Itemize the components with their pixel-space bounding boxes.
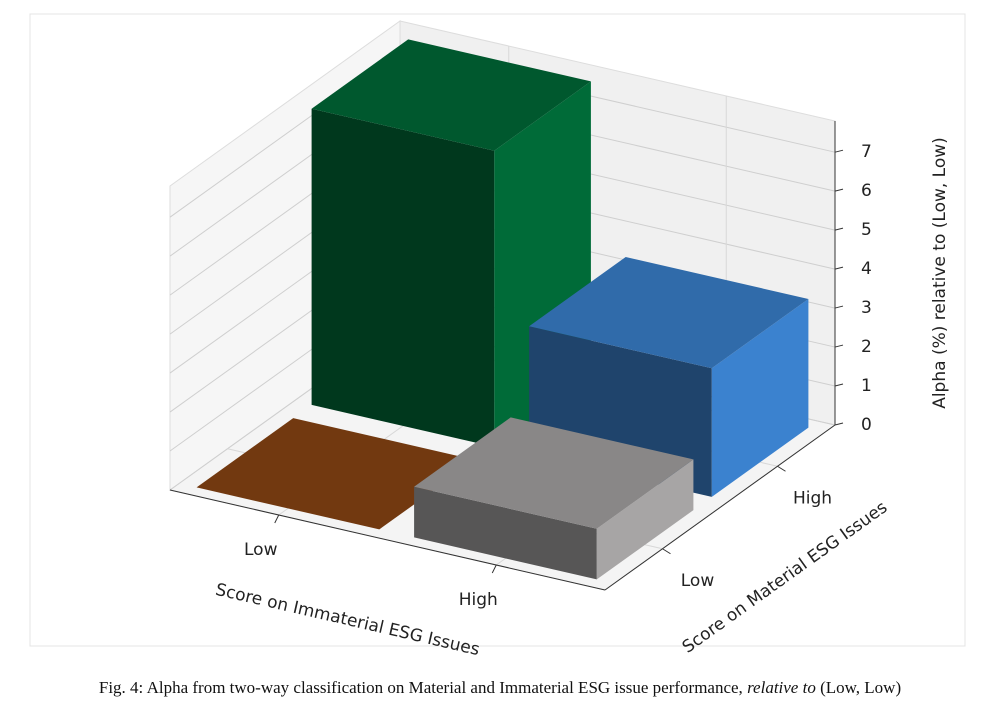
z-tick [834, 188, 844, 192]
bar-front [311, 108, 495, 447]
x-axis [169, 489, 606, 591]
z-tick-label: 1 [861, 376, 872, 396]
caption: Fig. 4: Alpha from two-way classificatio… [99, 678, 901, 697]
bar-side [596, 459, 694, 580]
frame [29, 13, 966, 647]
z-tick-label: 2 [861, 337, 872, 357]
z-tick-label: 0 [861, 415, 872, 435]
y-tick [662, 548, 671, 555]
bar-side [711, 298, 809, 497]
caption-part: Fig. 4: Alpha from two-way classificatio… [99, 678, 747, 697]
z-tick [834, 305, 844, 309]
caption-part: (Low, Low) [816, 678, 901, 697]
y-tick [777, 465, 786, 472]
x-tick-label: Low [244, 540, 278, 560]
y-tick-label: High [793, 488, 832, 508]
y-axis [604, 424, 836, 591]
z-axis-label: Alpha (%) relative to (Low, Low) [930, 137, 950, 409]
z-tick-label: 6 [861, 181, 872, 201]
z-tick [834, 383, 844, 387]
z-tick [834, 422, 844, 426]
bar-top [414, 417, 694, 529]
x-tick [274, 514, 280, 524]
z-tick-label: 4 [861, 259, 872, 279]
z-tick-label: 5 [861, 220, 872, 240]
bar-top [196, 418, 476, 530]
z-tick-label: 7 [861, 142, 872, 162]
bar-top [529, 256, 809, 369]
bar-front [414, 486, 597, 580]
z-tick [834, 266, 844, 270]
x-tick [491, 564, 497, 574]
y-tick-label: Low [681, 571, 715, 591]
z-tick [834, 149, 844, 153]
bar-top [311, 39, 591, 151]
z-tick [834, 227, 844, 231]
caption-part: relative to [747, 678, 816, 697]
z-tick [834, 344, 844, 348]
x-axis-label: Score on Immaterial ESG Issues [213, 580, 481, 660]
z-tick-label: 3 [861, 298, 872, 318]
x-tick-label: High [459, 590, 498, 610]
